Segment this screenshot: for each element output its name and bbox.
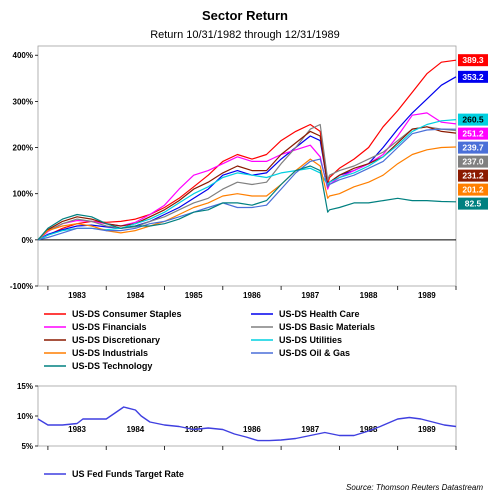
legend-label: US-DS Basic Materials [279,322,375,332]
end-label-value: 82.5 [465,199,482,209]
rate-x-tick-label: 1984 [126,425,144,434]
source-note: Source: Thomson Reuters Datastream [346,483,483,492]
legend-label: US-DS Consumer Staples [72,309,182,319]
end-label-box [458,155,488,168]
x-tick-label: 1986 [243,291,261,300]
x-tick-label: 1983 [68,291,86,300]
rate-x-tick-label: 1983 [68,425,86,434]
x-tick-label: 1988 [360,291,378,300]
end-label-box [458,169,488,182]
series-line [37,76,457,241]
fed-funds-plot: 5%10%15%1983 1984 1985 1986 1987 1988 1989 [17,382,457,451]
sector-return-plot: -100% 0% 100% 200% 300% 400% 1983 1984 1985 1986 1… [10,45,488,300]
sector-legend: US-DS Consumer Staples US-DS Financials US… [44,309,375,371]
rate-y-tick-label: 15% [17,382,33,391]
end-label-box [458,54,488,67]
end-label-value: 353.2 [462,72,484,82]
end-label-value: 201.2 [462,185,484,195]
legend-label: US-DS Discretionary [72,335,160,345]
y-tick-label: 300% [13,97,33,106]
rate-series-line [37,406,457,442]
y-tick-label: 200% [13,144,33,153]
plot-frame [37,45,457,287]
series-line [37,119,457,241]
legend-label: US-DS Health Care [279,309,360,319]
x-tick-label: 1989 [418,291,436,300]
end-label-value: 231.2 [462,171,484,181]
rate-x-tick-label: 1986 [243,425,261,434]
x-tick-label: 1984 [126,291,144,300]
end-label-value: 260.5 [462,115,484,125]
chart-title: Sector Return [202,8,288,23]
legend-label: US-DS Industrials [72,348,148,358]
rate-y-tick-label: 10% [17,412,33,421]
end-label-box [458,197,488,210]
end-label-box [458,141,488,154]
rate-x-tick-label: 1988 [360,425,378,434]
y-tick-label: 400% [13,51,33,60]
rate-y-tick-label: 5% [21,442,33,451]
end-label-value: 239.7 [462,143,484,153]
y-tick-label: 0% [21,236,33,245]
legend-label: US-DS Utilities [279,335,342,345]
y-tick-label: -100% [10,282,33,291]
end-label-value: 237.0 [462,157,484,167]
x-tick-label: 1987 [301,291,319,300]
end-label-box [458,127,488,140]
legend-label: US-DS Technology [72,361,152,371]
legend-label: US-DS Oil & Gas [279,348,350,358]
legend-label: US-DS Financials [72,322,147,332]
series-line [37,59,457,241]
end-label-value: 389.3 [462,55,484,65]
x-tick-label: 1985 [185,291,203,300]
end-label-value: 251.2 [462,129,484,139]
y-tick-label: 100% [13,190,33,199]
chart-subtitle: Return 10/31/1982 through 12/31/1989 [150,29,340,41]
series-line [37,123,457,241]
end-label-box [458,70,488,83]
end-label-box [458,113,488,126]
rate-x-tick-label: 1987 [301,425,319,434]
series-line [37,165,457,241]
fed-funds-legend: US Fed Funds Target Rate [44,469,184,479]
series-line [37,128,457,241]
rate-x-tick-label: 1989 [418,425,436,434]
rate-legend-label: US Fed Funds Target Rate [72,469,184,479]
end-label-box [458,183,488,196]
